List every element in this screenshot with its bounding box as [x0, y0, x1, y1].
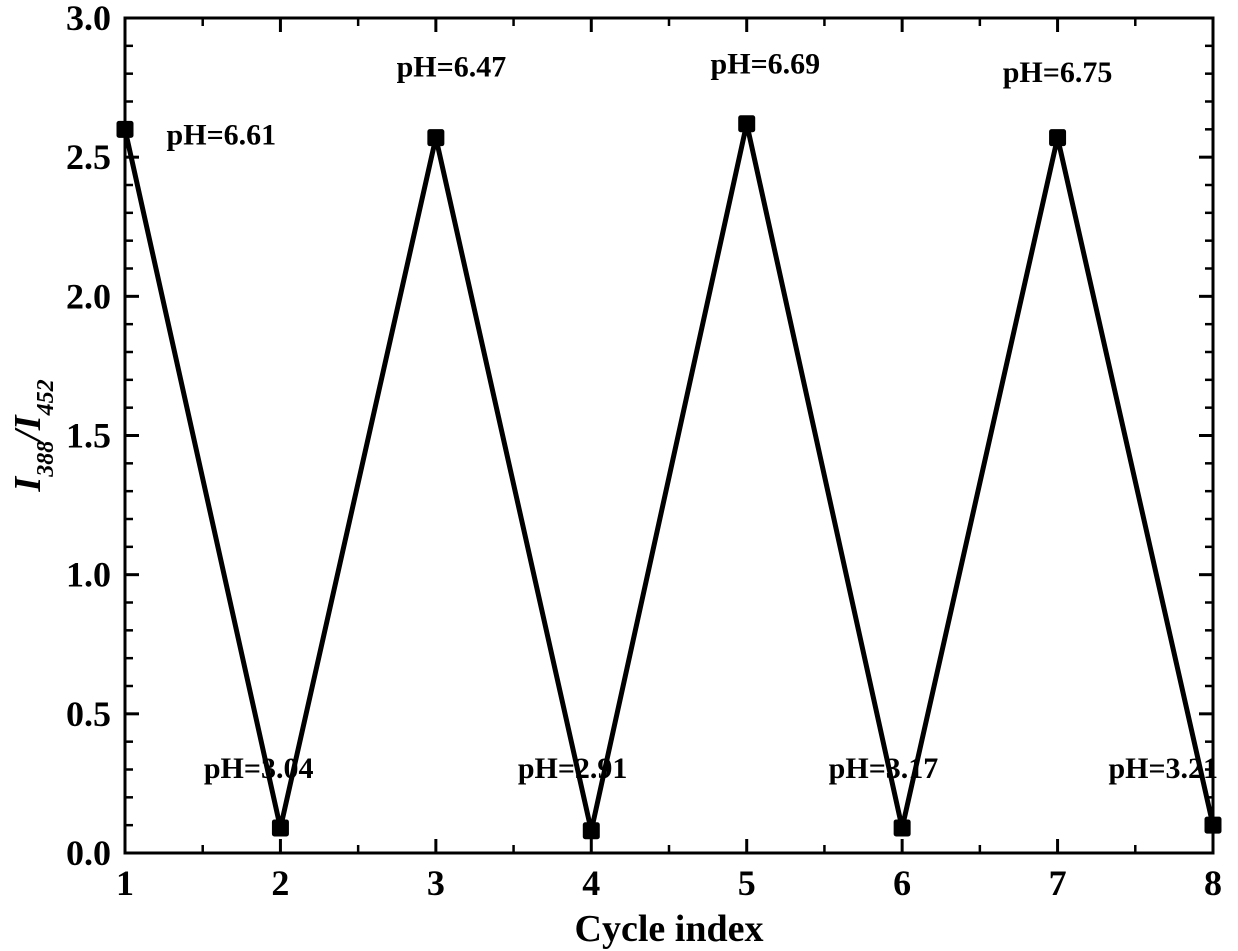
annotation-label: pH=6.47: [397, 50, 507, 83]
annotation-label: pH=3.17: [829, 752, 939, 785]
x-tick-label: 6: [893, 863, 911, 903]
series-marker: [117, 121, 133, 137]
annotation-label: pH=6.75: [1003, 56, 1113, 89]
series-marker: [739, 116, 755, 132]
chart-container: 1 2 3 4 5 6 7 8 0.0 0.5 1.0 1.5 2.0 2.5 3.0 Cycle index…: [0, 0, 1238, 951]
x-tick-label: 4: [582, 863, 600, 903]
x-tick-label: 1: [116, 863, 134, 903]
annotation-label: pH=2.91: [518, 752, 628, 785]
annotation-label: pH=3.21: [1108, 752, 1218, 785]
x-tick-label: 2: [271, 863, 289, 903]
y-tick-label: 1.0: [66, 555, 111, 595]
y-tick-label: 0.5: [66, 694, 111, 734]
x-tick-label: 7: [1049, 863, 1067, 903]
x-axis-title: Cycle index: [575, 908, 764, 950]
y-axis-title: I388/I452: [7, 379, 59, 492]
series-marker: [894, 820, 910, 836]
series-marker: [1050, 130, 1066, 146]
y-tick-label: 3.0: [66, 0, 111, 38]
series-line: [125, 124, 1213, 831]
series-marker: [1205, 817, 1221, 833]
annotation-label: pH=6.69: [711, 48, 821, 81]
y-tick-label: 2.5: [66, 137, 111, 177]
y-tick-label: 2.0: [66, 276, 111, 316]
series-marker: [583, 823, 599, 839]
chart-svg: 1 2 3 4 5 6 7 8 0.0 0.5 1.0 1.5 2.0 2.5 3.0 Cycle index…: [0, 0, 1238, 951]
series-marker: [272, 820, 288, 836]
x-tick-label: 5: [738, 863, 756, 903]
series-marker: [428, 130, 444, 146]
x-tick-label: 8: [1204, 863, 1222, 903]
y-tick-label: 1.5: [66, 416, 111, 456]
x-tick-label: 3: [427, 863, 445, 903]
y-tick-label: 0.0: [66, 833, 111, 873]
annotation-label: pH=6.61: [167, 119, 277, 152]
annotation-label: pH=3.04: [204, 752, 314, 785]
